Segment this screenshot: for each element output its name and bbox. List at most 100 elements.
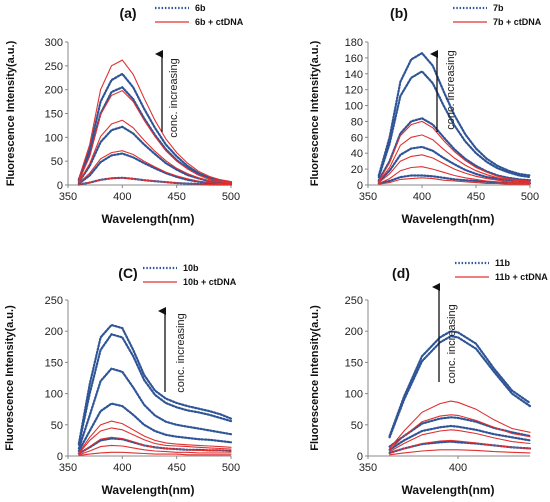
series-ctdna-line-9 [378, 177, 531, 185]
legend-label-free: 11b [495, 258, 511, 268]
legend-label-ctdna: 11b + ctDNA [495, 272, 548, 282]
y-tick-label: 200 [45, 85, 63, 97]
series-free-line-0 [388, 330, 532, 438]
series-free-line-0 [377, 51, 532, 177]
series-ctdna-line-9 [78, 177, 232, 186]
y-tick-label: 50 [351, 420, 363, 432]
y-tick-label: 120 [345, 85, 363, 97]
y-tick-label: 150 [45, 357, 63, 369]
y-tick-label: 250 [45, 61, 63, 73]
series-ctdna-line-5 [78, 420, 232, 454]
y-tick-label: 100 [45, 132, 63, 144]
panel-label: (C) [118, 265, 137, 281]
x-tick-label: 450 [467, 191, 485, 203]
series-free-line-2 [77, 367, 233, 450]
series-ctdna-line-5 [378, 120, 531, 182]
x-tick-label: 400 [113, 462, 131, 474]
y-axis-label: Fluorescence Intensity(a.u.) [4, 305, 16, 451]
series-ctdna-line-8 [378, 166, 531, 184]
y-tick-label: 150 [345, 357, 363, 369]
series-ctdna-line-6 [378, 134, 531, 183]
chart-panel-a: (a) 0 50 100 150 200 250 300 350 400 450 500 Wavelen… [5, 3, 244, 226]
series-free-line-3 [77, 402, 233, 453]
series-ctdna-line-6 [389, 414, 531, 451]
y-axis-label: Fluorescence Intensity(a.u.) [5, 40, 17, 186]
annotation-label: conc. increasing [445, 50, 457, 130]
legend-label-free: 7b [493, 3, 504, 13]
y-axis-label: Fluorescence Intensity(a.u.) [309, 40, 321, 186]
series-ctdna-line-9 [389, 449, 531, 456]
y-tick-label: 0 [357, 180, 363, 192]
x-axis-label: Wavelength(nm) [402, 212, 495, 226]
series-free-line-3 [388, 424, 532, 451]
y-tick-label: 140 [345, 69, 363, 81]
series-ctdna-line-8 [78, 444, 232, 456]
y-tick-label: 50 [51, 156, 63, 168]
series-ctdna-line-7 [78, 436, 232, 455]
y-tick-label: 200 [345, 326, 363, 338]
y-tick-label: 180 [345, 37, 363, 49]
series-ctdna-line-8 [78, 150, 232, 185]
panel-label: (a) [119, 5, 136, 21]
annotation-label: conc. increasing [446, 304, 458, 384]
series-free-line-0 [77, 72, 233, 184]
series-ctdna-line-6 [78, 427, 232, 455]
series-ctdna-line-5 [78, 59, 232, 183]
annotation-label: conc. increasing [168, 58, 180, 138]
y-tick-label: 160 [345, 53, 363, 65]
series-ctdna-line-7 [378, 154, 531, 184]
y-tick-label: 250 [345, 295, 363, 307]
x-tick-label: 350 [59, 462, 77, 474]
legend-label-free: 10b [183, 263, 199, 273]
y-tick-label: 50 [51, 420, 63, 432]
x-tick-label: 500 [222, 462, 240, 474]
panel-label: (b) [390, 5, 408, 21]
legend-label-ctdna: 6b + ctDNA [195, 17, 244, 27]
y-axis-label: Fluorescence Intensity(a.u.) [309, 305, 321, 451]
panel-label: (d) [392, 265, 410, 281]
series-free-line-1 [388, 335, 532, 439]
y-tick-label: 60 [351, 132, 363, 144]
chart-panel-d: (d) 0 50 100 150 200 250 350 400 Wavelength(nm) Fl… [309, 258, 548, 497]
chart-panel-c: (C) 0 50 100 150 200 250 350 400 450 500 Wavelength… [4, 263, 240, 497]
y-tick-label: 150 [45, 109, 63, 121]
x-tick-label: 350 [59, 191, 77, 203]
x-tick-label: 450 [167, 462, 185, 474]
x-tick-label: 400 [449, 462, 467, 474]
series-ctdna-line-7 [389, 429, 531, 453]
x-tick-label: 400 [413, 191, 431, 203]
y-tick-label: 0 [357, 451, 363, 463]
series-ctdna-line-8 [389, 439, 531, 455]
x-tick-label: 350 [359, 462, 377, 474]
series-free-line-2 [377, 117, 532, 182]
x-tick-label: 500 [521, 191, 539, 203]
y-tick-label: 200 [45, 326, 63, 338]
x-axis-label: Wavelength(nm) [102, 483, 195, 497]
series-ctdna-line-9 [78, 451, 232, 456]
series-free-line-1 [377, 69, 532, 179]
y-tick-label: 80 [351, 116, 363, 128]
x-axis-label: Wavelength(nm) [402, 483, 495, 497]
series-ctdna-line-7 [78, 119, 232, 184]
annotation-label: conc. increasing [175, 313, 187, 393]
legend-label-ctdna: 10b + ctDNA [183, 277, 237, 287]
legend-label-free: 6b [195, 3, 206, 13]
y-tick-label: 100 [345, 101, 363, 113]
y-tick-label: 300 [45, 37, 63, 49]
y-tick-label: 100 [345, 389, 363, 401]
series-ctdna-line-6 [78, 89, 232, 184]
x-tick-label: 400 [113, 191, 131, 203]
y-tick-label: 20 [351, 164, 363, 176]
x-axis-label: Wavelength(nm) [102, 212, 195, 226]
x-tick-label: 500 [222, 191, 240, 203]
y-tick-label: 100 [45, 389, 63, 401]
series-ctdna-line-5 [389, 400, 531, 450]
x-tick-label: 350 [359, 191, 377, 203]
y-tick-label: 0 [57, 451, 63, 463]
y-tick-label: 250 [45, 295, 63, 307]
series-free-line-3 [377, 145, 532, 183]
series-free-line-0 [77, 323, 233, 445]
chart-panel-b: (b) 0 20 40 60 80 100 120 140 160 180 350 400 450 500 W… [309, 3, 542, 226]
legend-label-ctdna: 7b + ctDNA [493, 17, 542, 27]
